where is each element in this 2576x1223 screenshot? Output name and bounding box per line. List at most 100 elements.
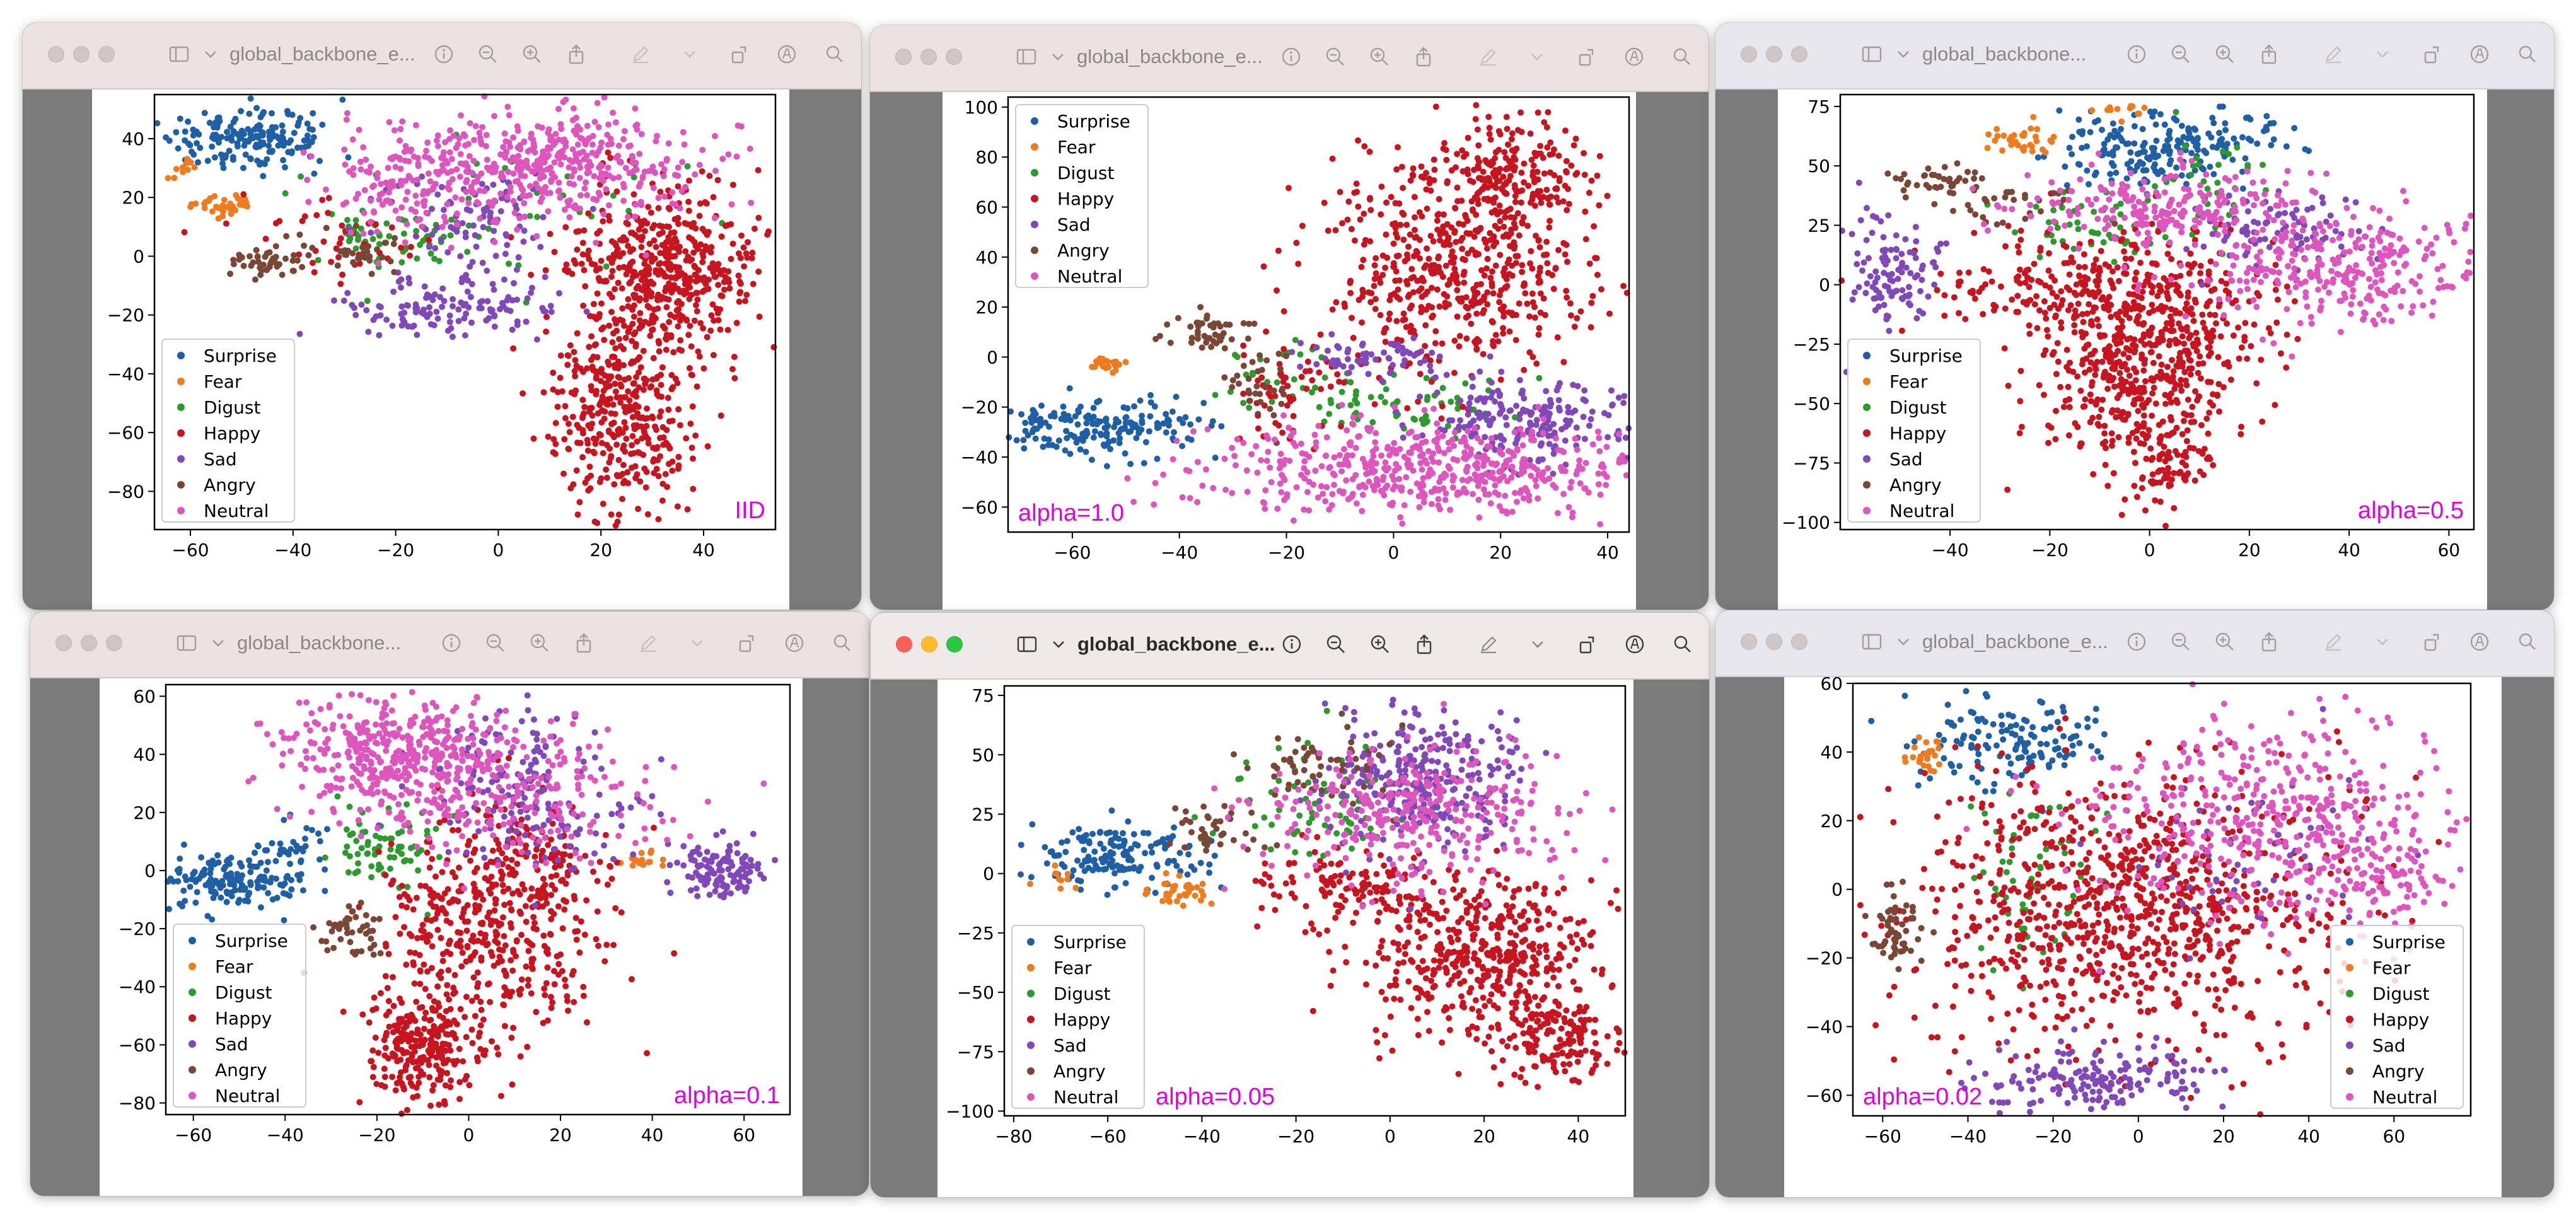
window-titlebar[interactable]: global_backbone_e... (870, 25, 1709, 92)
legend-label: Neutral (204, 501, 269, 521)
info-icon[interactable] (2124, 42, 2149, 67)
info-icon[interactable] (1279, 44, 1304, 69)
point-happy (1529, 193, 1536, 200)
point-neutral (427, 178, 434, 185)
sidebar-icon[interactable] (166, 42, 192, 67)
markup-pen-icon[interactable] (1475, 44, 1500, 69)
point-happy (1295, 260, 1302, 267)
share-icon[interactable] (564, 42, 589, 67)
point-neutral (521, 213, 528, 220)
point-happy (325, 195, 332, 202)
info-icon[interactable] (431, 42, 456, 67)
document-area[interactable]: −40 −20 0 20 40 60 75 50 25 0 −25 −50 −75 −100 Surpris… (1715, 90, 2554, 610)
point-happy (606, 376, 612, 383)
point-happy (1571, 323, 1578, 330)
share-icon[interactable] (1411, 44, 1436, 69)
point-happy (2077, 440, 2084, 447)
zoom-window-button[interactable] (98, 46, 115, 62)
close-window-button[interactable] (48, 46, 64, 62)
preview-window-iid[interactable]: global_backbone_e... −60 −40 −20 0 20 40 40 20 0… (23, 23, 861, 610)
document-area[interactable]: −60 −40 −20 0 20 40 40 20 0 −20 −40 −60 −80 Surprise F… (23, 90, 861, 610)
point-neutral (483, 132, 490, 139)
point-happy (1426, 180, 1433, 187)
point-happy (2087, 419, 2094, 426)
point-neutral (566, 164, 572, 171)
point-neutral (1589, 441, 1596, 448)
annotate-circle-icon[interactable] (774, 42, 799, 67)
rotate-icon[interactable] (728, 42, 753, 67)
point-neutral (371, 209, 378, 216)
chevron-down-icon[interactable] (2370, 42, 2388, 67)
point-happy (1588, 299, 1595, 306)
annotate-circle-icon[interactable] (2467, 42, 2492, 67)
point-surprise (2149, 113, 2156, 120)
point-happy (1586, 260, 1593, 267)
rotate-icon[interactable] (1575, 44, 1600, 69)
point-neutral (1427, 468, 1434, 475)
point-happy (622, 424, 629, 431)
point-neutral (596, 164, 603, 171)
point-neutral (1441, 449, 1448, 456)
point-happy (1509, 147, 1516, 154)
search-icon[interactable] (822, 42, 847, 67)
point-happy (557, 352, 564, 359)
point-surprise (1138, 426, 1145, 433)
zoom-out-icon[interactable] (2168, 42, 2193, 67)
point-fear (221, 197, 228, 204)
point-happy (1393, 318, 1400, 325)
zoom-in-icon[interactable] (519, 42, 545, 67)
point-neutral (639, 175, 646, 182)
markup-pen-icon[interactable] (2321, 42, 2346, 67)
minimize-window-button[interactable] (920, 49, 937, 65)
point-happy (1440, 211, 1447, 218)
document-area[interactable]: −60 −40 −20 0 20 40 100 80 60 40 20 0 −20 −40 −60 Surpr… (870, 92, 1709, 610)
sidebar-icon[interactable] (1859, 42, 1884, 67)
point-neutral (593, 240, 600, 246)
markup-pen-icon[interactable] (628, 42, 653, 67)
point-surprise (2134, 163, 2141, 170)
point-neutral (579, 148, 586, 155)
zoom-window-button[interactable] (946, 49, 962, 65)
zoom-in-icon[interactable] (2212, 42, 2237, 67)
point-happy (1567, 312, 1574, 319)
close-window-button[interactable] (895, 49, 912, 65)
window-titlebar[interactable]: global_backbone... (1715, 23, 2554, 90)
point-fear (1110, 369, 1117, 376)
point-surprise (1107, 446, 1113, 453)
search-icon[interactable] (2515, 42, 2540, 67)
annotate-circle-icon[interactable] (1622, 44, 1647, 69)
share-icon[interactable] (2256, 42, 2282, 67)
point-surprise (304, 120, 311, 127)
preview-window-alpha-0-5[interactable]: global_backbone... −40 −20 0 20 40 60 75 50 25 0−… (1715, 23, 2554, 610)
chevron-down-icon[interactable] (1524, 44, 1543, 69)
search-icon[interactable] (1669, 44, 1695, 69)
point-happy (337, 235, 344, 242)
close-window-button[interactable] (1741, 46, 1757, 62)
chevron-down-icon[interactable] (198, 42, 216, 67)
minimize-window-button[interactable] (73, 46, 90, 62)
window-titlebar[interactable]: global_backbone_e... (23, 23, 861, 90)
y-tick-label: −60 (107, 422, 144, 443)
preview-window-alpha-1-0[interactable]: global_backbone_e... −60 −40 −20 0 20 40 100 80… (870, 25, 1709, 610)
point-neutral (1569, 514, 1575, 521)
zoom-out-icon[interactable] (475, 42, 501, 67)
zoom-out-icon[interactable] (1323, 44, 1348, 69)
chevron-down-icon[interactable] (1891, 42, 1909, 67)
point-digust (1424, 397, 1430, 403)
rotate-icon[interactable] (2420, 42, 2445, 67)
point-happy (665, 442, 671, 449)
point-happy (328, 258, 335, 265)
point-happy (2238, 344, 2245, 351)
zoom-in-icon[interactable] (1367, 44, 1392, 69)
point-happy (1455, 295, 1461, 302)
point-happy (651, 456, 658, 463)
chevron-down-icon[interactable] (677, 42, 695, 67)
point-happy (1581, 171, 1588, 178)
chevron-down-icon[interactable] (1045, 44, 1064, 69)
sidebar-icon[interactable] (1014, 44, 1039, 69)
zoom-window-button[interactable] (1791, 46, 1807, 62)
point-happy (589, 420, 596, 427)
point-happy (2065, 383, 2072, 390)
minimize-window-button[interactable] (1766, 46, 1782, 62)
point-neutral (446, 149, 453, 156)
